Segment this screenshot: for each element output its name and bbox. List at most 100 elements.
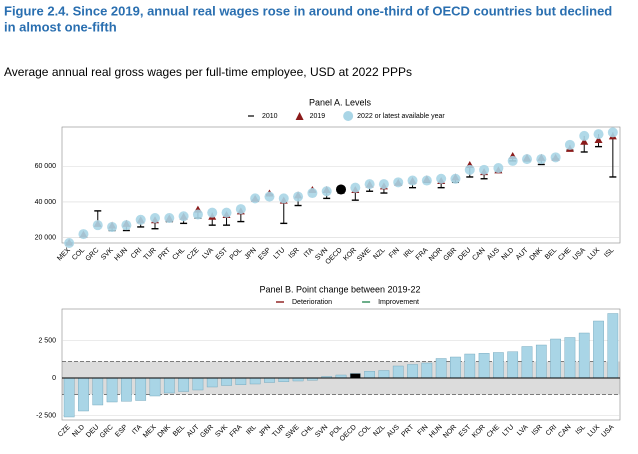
bar [464, 353, 476, 379]
x-tick-label: IRL [245, 424, 258, 437]
x-tick-label: NLD [501, 247, 516, 262]
x-tick-label: ESP [114, 424, 129, 439]
dot [178, 211, 189, 222]
dot [78, 229, 89, 240]
x-tick-label: TUR [143, 247, 158, 262]
bar [535, 344, 547, 379]
legend-label: 2022 or latest available year [357, 113, 445, 120]
dot [207, 207, 218, 218]
x-tick-label: ISL [575, 424, 587, 436]
bar [421, 362, 433, 379]
x-tick-label: NOR [428, 247, 444, 263]
bar [178, 377, 189, 392]
bar [550, 338, 561, 379]
dot [607, 127, 618, 138]
dot [464, 164, 475, 175]
bar [163, 377, 175, 394]
x-tick-label: HUN [428, 424, 444, 440]
x-tick-label: JPN [258, 424, 272, 438]
x-tick-label: GBR [443, 247, 459, 263]
x-tick-label: LTU [273, 247, 287, 261]
x-tick-label: CZE [57, 424, 72, 439]
bar [578, 332, 590, 379]
x-tick-label: COL [71, 247, 86, 262]
bar [478, 353, 490, 379]
bar [221, 377, 232, 386]
x-tick-label: EST [458, 423, 473, 438]
x-tick-label: CHL [300, 424, 315, 439]
x-tick-label: ESP [257, 247, 272, 262]
triangle [580, 137, 589, 145]
dot [278, 193, 289, 204]
dot [321, 186, 332, 197]
dot [164, 213, 175, 224]
y-tick-label: 40 000 [35, 199, 57, 206]
bar [607, 313, 619, 379]
bar [392, 365, 404, 379]
dot [150, 213, 160, 224]
x-tick-label: DNK [157, 424, 173, 440]
x-tick-label: USA [600, 424, 615, 439]
x-tick-label: SWE [356, 247, 372, 263]
x-tick-label: FIN [388, 247, 401, 260]
x-tick-label: AUS [486, 247, 501, 262]
dot [493, 163, 504, 174]
x-tick-label: AUS [386, 424, 401, 439]
dot [564, 139, 575, 150]
bar [593, 320, 604, 379]
x-tick-label: GRC [85, 247, 101, 263]
x-tick-label: SWE [285, 424, 301, 440]
dot [121, 220, 132, 231]
dot [364, 179, 375, 190]
x-tick-label: DEU [85, 424, 100, 439]
x-tick-label: NZL [372, 247, 386, 261]
figure-title: in almost one-fifth [4, 19, 117, 34]
x-tick-label: SVK [100, 247, 115, 262]
bar [564, 337, 576, 379]
dot [250, 193, 261, 204]
x-tick-label: COL [357, 424, 372, 439]
panel-title: Panel A. Levels [309, 97, 372, 107]
x-tick-label: SVN [314, 424, 329, 439]
y-tick-label: 2 500 [38, 337, 56, 344]
x-tick-label: CAN [557, 424, 572, 439]
bar [249, 377, 261, 385]
x-tick-label: AUT [515, 246, 530, 261]
subtitle: Average annual real gross wages per full… [4, 65, 412, 79]
y-tick-label: 0 [52, 375, 56, 382]
dot [336, 184, 346, 195]
bar [435, 358, 447, 379]
x-tick-label: NLD [71, 424, 86, 439]
x-tick-label: LTU [501, 424, 515, 438]
dot [293, 191, 304, 202]
dot [192, 209, 203, 220]
dot [407, 175, 418, 186]
y-tick-label: 60 000 [35, 163, 57, 170]
bar [206, 377, 218, 388]
y-tick-label: 20 000 [35, 234, 57, 241]
x-tick-label: ISL [603, 247, 615, 259]
bar [264, 377, 275, 383]
bar [149, 377, 161, 397]
plot-frame [61, 126, 621, 244]
bar [63, 377, 75, 418]
x-tick-label: DEU [457, 247, 472, 262]
x-tick-label: DNK [529, 247, 545, 263]
dot [135, 214, 146, 225]
x-tick-label: USA [572, 247, 587, 262]
x-tick-label: LVA [516, 424, 530, 438]
dot [522, 154, 532, 165]
x-tick-label: MEX [56, 247, 72, 263]
bar [106, 377, 118, 403]
dot [264, 191, 275, 202]
dot [479, 164, 490, 175]
legend-marker [295, 112, 304, 120]
x-tick-label: CAN [471, 247, 486, 262]
y-tick-label: -2 500 [36, 412, 56, 419]
dot [221, 207, 232, 218]
x-tick-label: KOR [471, 424, 487, 440]
x-tick-label: CRI [545, 424, 559, 438]
x-tick-label: CHL [171, 247, 186, 262]
legend-marker [343, 111, 354, 121]
bar [507, 351, 519, 379]
